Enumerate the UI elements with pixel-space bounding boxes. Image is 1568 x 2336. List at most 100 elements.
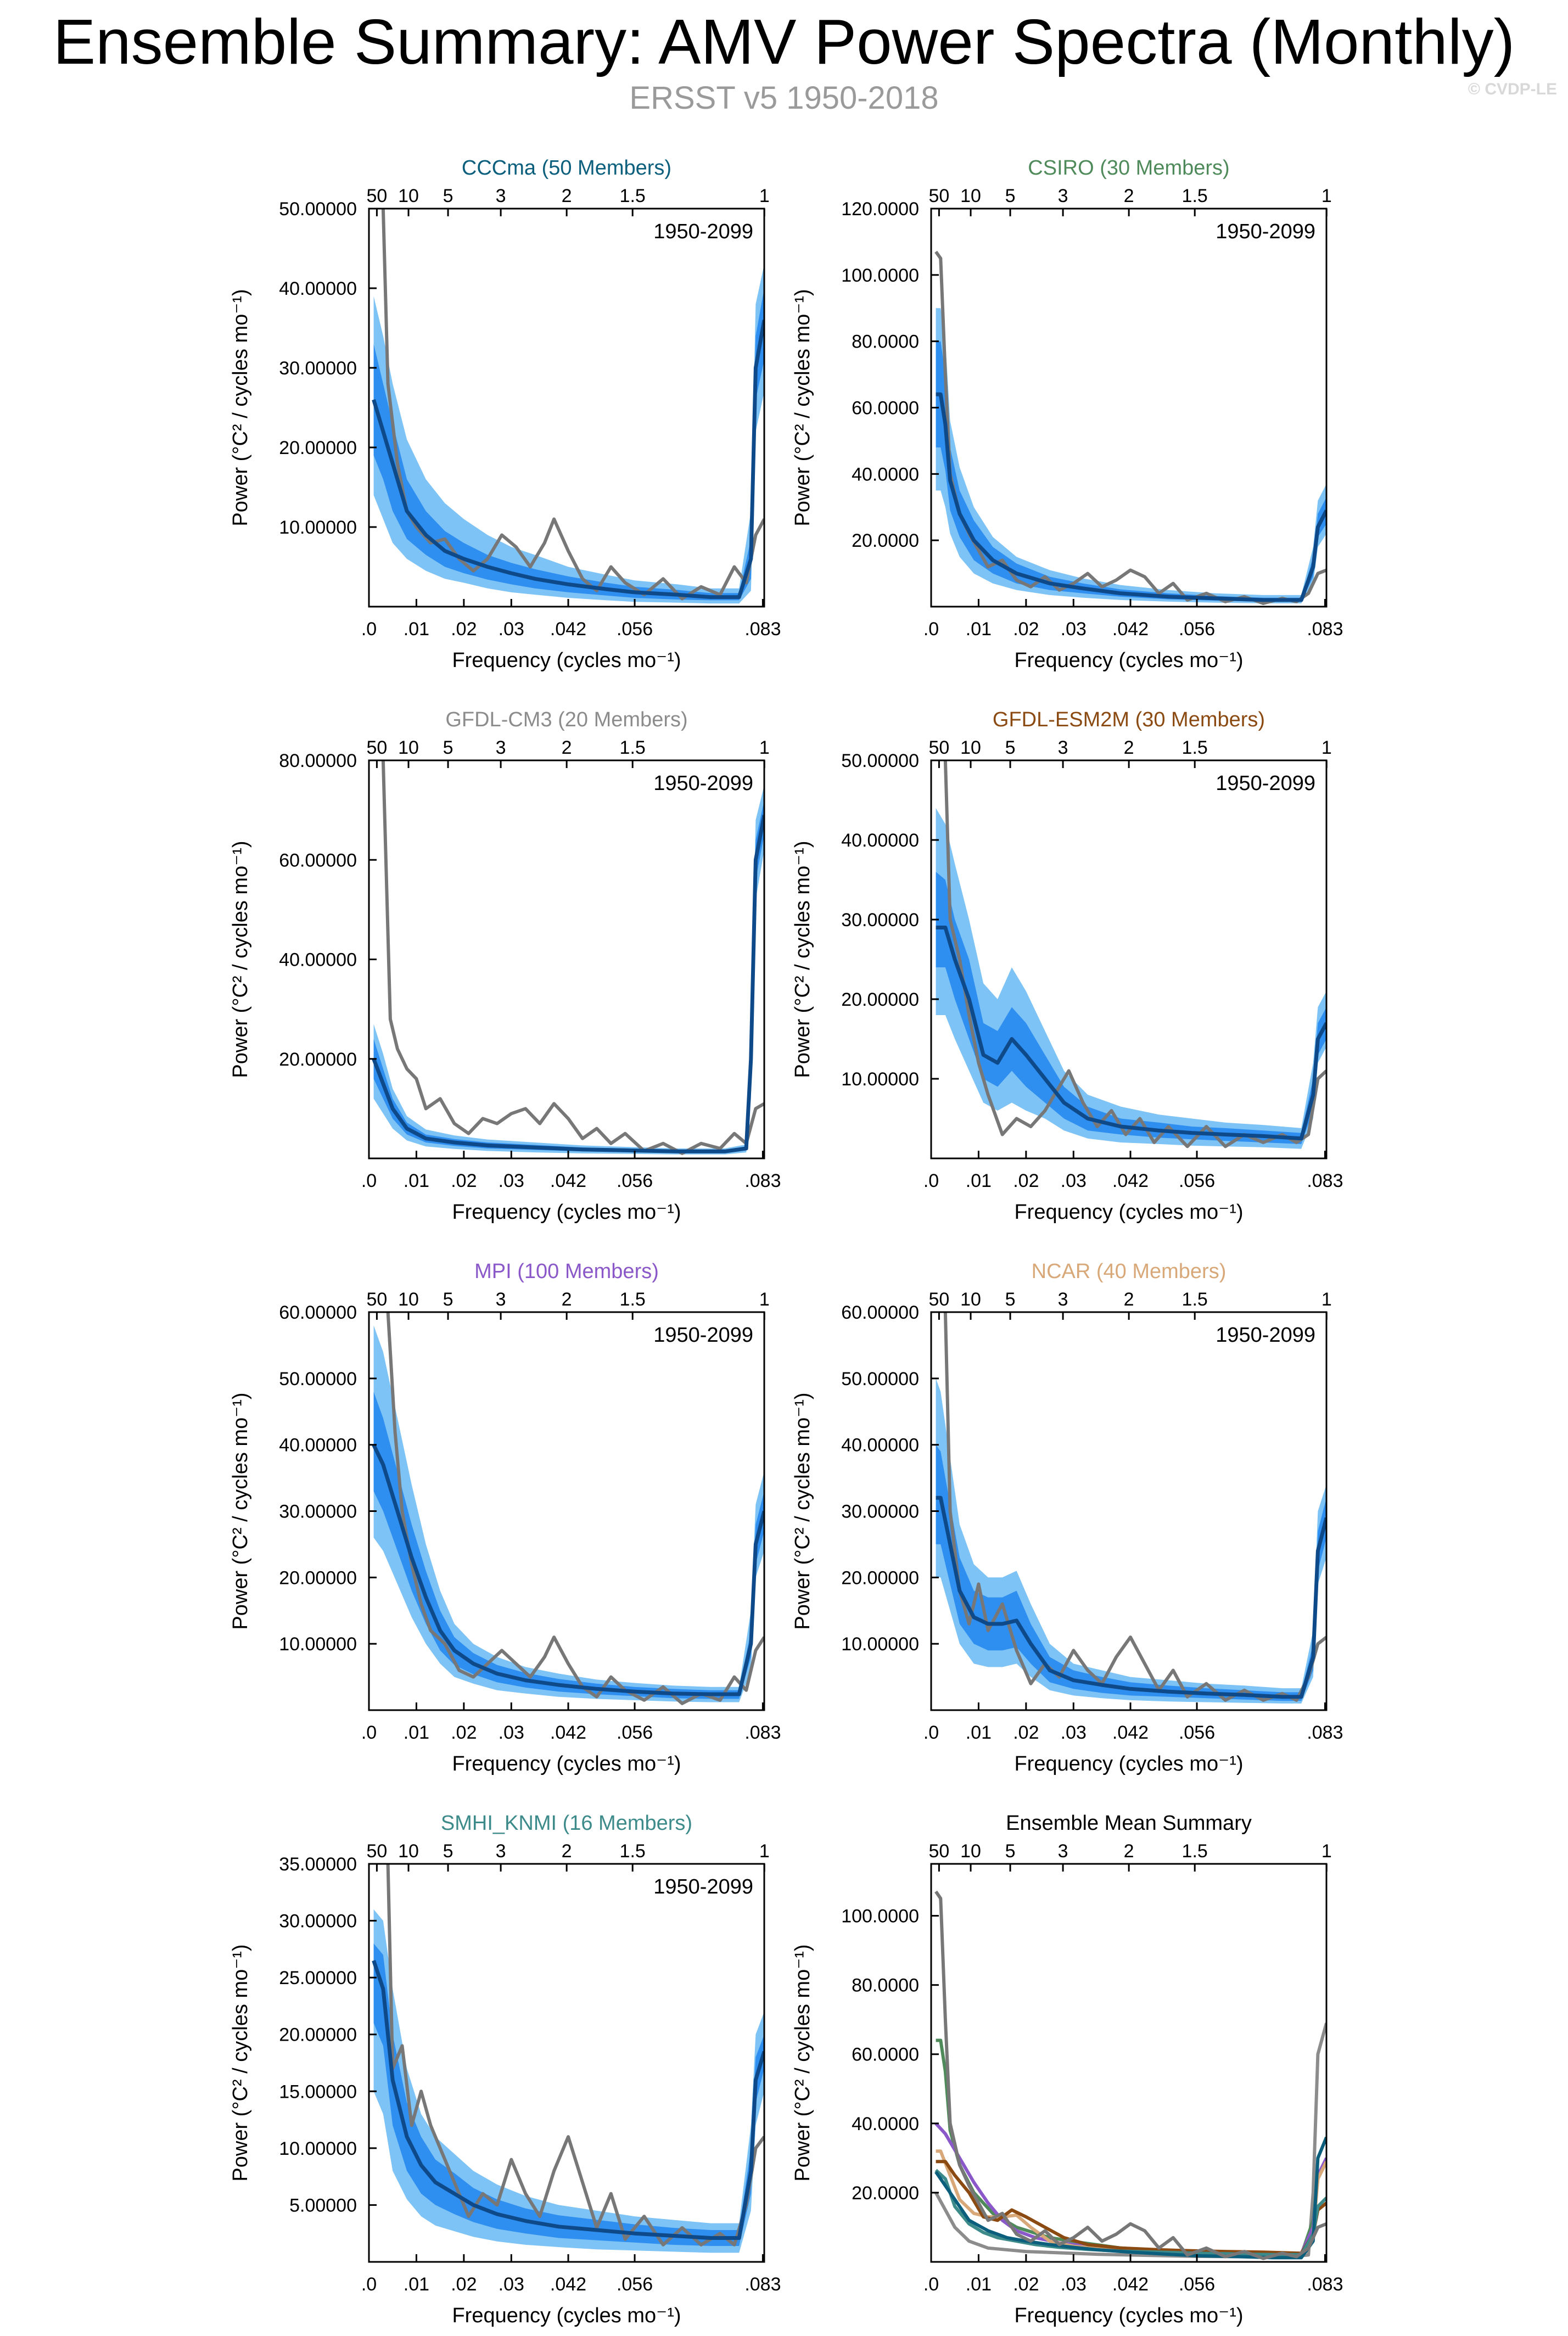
inner-spread-band (936, 872, 1326, 1144)
plot-area (934, 250, 1326, 605)
period-label: 1950-2099 (1216, 220, 1315, 243)
y-axis-label: Power (°C² / cycles mo⁻¹) (791, 841, 814, 1078)
top-tick-label: 1.5 (620, 1841, 646, 1862)
plot-area (936, 1312, 1326, 1704)
top-tick-label: 5 (443, 1289, 453, 1310)
y-tick-label: 60.00000 (841, 1302, 919, 1323)
top-tick-label: 10 (398, 1289, 419, 1310)
y-tick-label: 10.00000 (279, 1634, 357, 1655)
top-tick-label: 50 (928, 186, 949, 206)
spectrum-panel-ensemble-mean-summary: .0 .01 .02 .03 .042 .056 .083 50 10 5 3 2 1.5 1 20.000… (791, 1812, 1343, 2327)
inner-spread-band (373, 800, 764, 1153)
page-title: Ensemble Summary: AMV Power Spectra (Mon… (53, 6, 1515, 77)
y-tick-label: 80.0000 (852, 332, 919, 352)
plot-frame (930, 1863, 1328, 2263)
top-tick-label: 1.5 (1182, 737, 1208, 758)
top-tick-label: 10 (960, 1841, 981, 1862)
panel-title: Ensemble Mean Summary (1006, 1812, 1252, 1835)
y-tick-label: 40.00000 (279, 1435, 357, 1456)
y-tick-label: 30.00000 (279, 358, 357, 379)
y-tick-label: 30.00000 (279, 1502, 357, 1522)
series-line-gfdl-cm3 (934, 2023, 1326, 2259)
x-tick-label: .01 (966, 1170, 992, 1191)
outer-spread-band (936, 808, 1326, 1149)
period-label: 1950-2099 (1216, 1324, 1315, 1347)
top-tick-label: 50 (928, 1841, 949, 1862)
x-tick-label: .0 (923, 1722, 939, 1743)
x-tick-label: .083 (1307, 1170, 1343, 1191)
top-tick-label: 5 (443, 186, 453, 206)
y-tick-label: 10.00000 (279, 2138, 357, 2159)
top-tick-label: 1 (1321, 186, 1332, 206)
x-axis-label: Frequency (cycles mo⁻¹) (452, 1752, 681, 1775)
x-tick-label: .02 (1013, 619, 1039, 640)
series-line-gfdl-esm2m (936, 2160, 1326, 2255)
outer-spread-band (373, 785, 764, 1155)
top-tick-label: 1 (1321, 1289, 1332, 1310)
spectrum-panel-ncar: .0 .01 .02 .03 .042 .056 .083 50 10 5 3 2 1.5 1 10.000… (791, 1260, 1343, 1775)
x-tick-label: .083 (1307, 1722, 1343, 1743)
top-tick-label: 2 (562, 1289, 572, 1310)
y-axis-label: Power (°C² / cycles mo⁻¹) (229, 1944, 252, 2181)
y-tick-label: 10.00000 (841, 1069, 919, 1090)
ensemble-mean-line (936, 926, 1326, 1141)
plot-area (934, 1890, 1326, 2260)
x-tick-label: .0 (361, 2274, 377, 2295)
top-tick-label: 10 (398, 186, 419, 206)
y-tick-label: 50.00000 (279, 1369, 357, 1390)
x-tick-label: .02 (451, 1722, 477, 1743)
y-tick-label: 40.0000 (852, 464, 919, 485)
top-tick-label: 50 (366, 737, 387, 758)
top-tick-label: 50 (928, 1289, 949, 1310)
top-tick-label: 5 (1005, 1841, 1016, 1862)
x-tick-label: .01 (966, 2274, 992, 2295)
series-line-cccma (934, 2136, 1326, 2260)
x-tick-label: .083 (744, 619, 781, 640)
observed-spectrum-line (381, 209, 764, 601)
y-tick-label: 35.00000 (279, 1854, 357, 1875)
observed-spectrum-line (943, 1312, 1326, 1702)
x-axis-label: Frequency (cycles mo⁻¹) (452, 2304, 681, 2327)
y-tick-label: 30.00000 (841, 910, 919, 931)
x-tick-label: .042 (1112, 1722, 1149, 1743)
top-tick-label: 10 (398, 1841, 419, 1862)
top-tick-label: 50 (366, 186, 387, 206)
y-tick-label: 20.00000 (279, 1567, 357, 1588)
y-tick-label: 40.00000 (279, 950, 357, 971)
plot-area (936, 760, 1326, 1149)
y-axis-label: Power (°C² / cycles mo⁻¹) (229, 841, 252, 1078)
x-tick-label: .03 (499, 1170, 524, 1191)
ensemble-mean-line (372, 1959, 764, 2240)
inner-spread-band (373, 1943, 764, 2246)
top-tick-label: 3 (496, 737, 506, 758)
x-tick-label: .02 (1013, 2274, 1039, 2295)
y-tick-label: 40.00000 (841, 1435, 919, 1456)
y-axis-label: Power (°C² / cycles mo⁻¹) (791, 1392, 814, 1629)
top-tick-label: 5 (443, 737, 453, 758)
top-tick-label: 1.5 (1182, 1289, 1208, 1310)
y-tick-label: 10.00000 (841, 1634, 919, 1655)
y-tick-label: 5.00000 (289, 2195, 357, 2216)
x-tick-label: .083 (744, 1170, 781, 1191)
top-tick-label: 2 (1124, 737, 1134, 758)
top-tick-label: 1 (759, 186, 770, 206)
top-tick-label: 3 (1058, 186, 1068, 206)
x-tick-label: .042 (1112, 1170, 1149, 1191)
x-tick-label: .0 (361, 619, 377, 640)
y-tick-label: 50.00000 (841, 1369, 919, 1390)
y-tick-label: 120.0000 (841, 199, 919, 220)
y-tick-label: 20.00000 (841, 989, 919, 1010)
y-tick-label: 20.00000 (279, 438, 357, 458)
x-tick-label: .03 (499, 1722, 524, 1743)
top-tick-label: 10 (960, 1289, 981, 1310)
x-tick-label: .0 (923, 619, 939, 640)
y-axis-label: Power (°C² / cycles mo⁻¹) (229, 289, 252, 526)
x-tick-label: .056 (1179, 1722, 1215, 1743)
y-tick-label: 25.00000 (279, 1968, 357, 1988)
y-tick-label: 60.0000 (852, 398, 919, 419)
top-tick-label: 2 (1124, 186, 1134, 206)
x-tick-label: .0 (923, 2274, 939, 2295)
top-tick-label: 10 (960, 737, 981, 758)
plot-frame (368, 1311, 765, 1711)
